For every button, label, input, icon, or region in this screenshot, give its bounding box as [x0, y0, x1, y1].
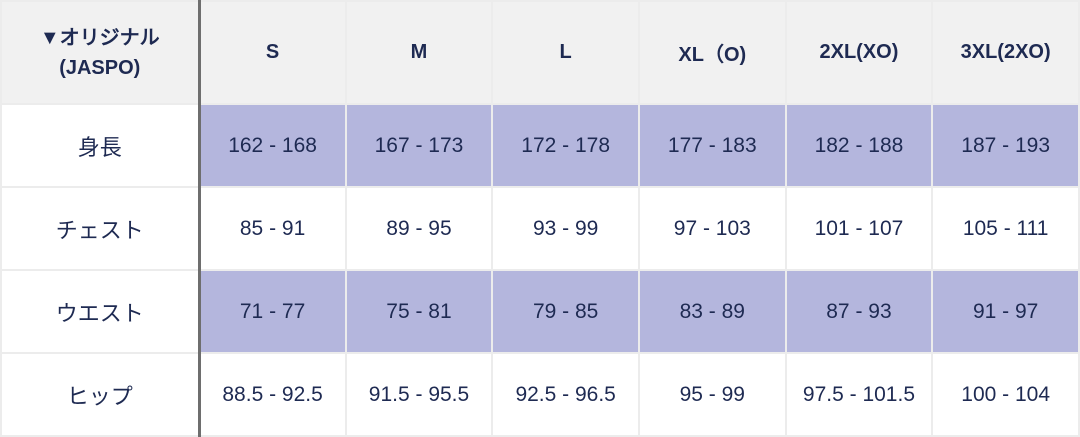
measurement-cell: 91.5 - 95.5 [344, 352, 494, 437]
measurement-cell: 177 - 183 [637, 103, 787, 188]
header-row: ▼オリジナル (JASPO) S M L XL（O) 2XL(XO) 3XL(2X… [0, 0, 1080, 105]
measurement-cell: 162 - 168 [198, 103, 347, 188]
row-label: ヒップ [0, 352, 201, 437]
measurement-cell: 92.5 - 96.5 [491, 352, 640, 437]
measurement-cell: 79 - 85 [491, 269, 640, 354]
measurement-cell: 93 - 99 [491, 186, 640, 271]
measurement-cell: 187 - 193 [931, 103, 1080, 188]
measurement-cell: 95 - 99 [637, 352, 787, 437]
size-header: 3XL(2XO) [931, 0, 1080, 105]
measurement-cell: 100 - 104 [931, 352, 1080, 437]
row-label: ウエスト [0, 269, 201, 354]
measurement-cell: 87 - 93 [784, 269, 934, 354]
size-header: M [344, 0, 494, 105]
measurement-cell: 97.5 - 101.5 [784, 352, 934, 437]
table-row: ウエスト 71 - 77 75 - 81 79 - 85 83 - 89 87 - 93 9… [0, 269, 1080, 354]
row-label: チェスト [0, 186, 201, 271]
table-row: チェスト 85 - 91 89 - 95 93 - 99 97 - 103 101 - 1… [0, 186, 1080, 271]
size-header: 2XL(XO) [784, 0, 934, 105]
measurement-cell: 97 - 103 [637, 186, 787, 271]
table-row: ヒップ 88.5 - 92.5 91.5 - 95.5 92.5 - 96.5 95 -… [0, 352, 1080, 437]
size-standard-header[interactable]: ▼オリジナル (JASPO) [0, 0, 201, 105]
size-header: S [198, 0, 347, 105]
measurement-cell: 88.5 - 92.5 [198, 352, 347, 437]
measurement-cell: 85 - 91 [198, 186, 347, 271]
measurement-cell: 105 - 111 [931, 186, 1080, 271]
measurement-cell: 101 - 107 [784, 186, 934, 271]
measurement-cell: 83 - 89 [637, 269, 787, 354]
size-header: L [491, 0, 640, 105]
measurement-cell: 75 - 81 [344, 269, 494, 354]
size-header: XL（O) [637, 0, 787, 105]
measurement-cell: 89 - 95 [344, 186, 494, 271]
measurement-cell: 71 - 77 [198, 269, 347, 354]
header-title-line1: ▼オリジナル [39, 26, 160, 49]
measurement-cell: 172 - 178 [491, 103, 640, 188]
table-row: 身長 162 - 168 167 - 173 172 - 178 177 - 183 18… [0, 103, 1080, 188]
row-label: 身長 [0, 103, 201, 188]
header-title-line2: (JASPO) [59, 56, 141, 79]
measurement-cell: 91 - 97 [931, 269, 1080, 354]
measurement-cell: 182 - 188 [784, 103, 934, 188]
measurement-cell: 167 - 173 [344, 103, 494, 188]
